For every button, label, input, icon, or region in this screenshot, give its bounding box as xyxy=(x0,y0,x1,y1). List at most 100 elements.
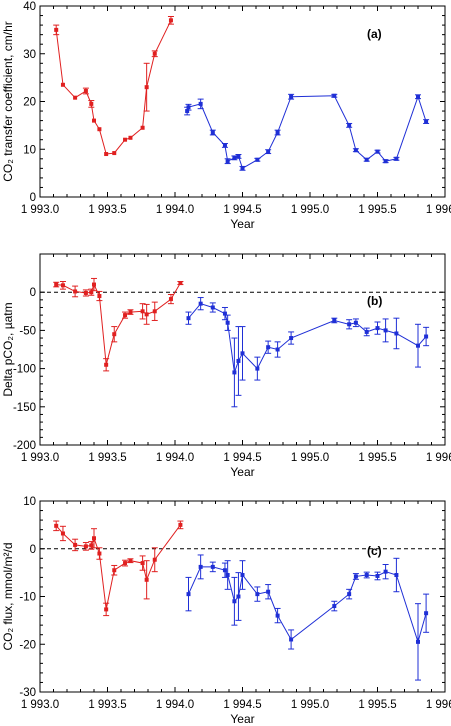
data-point-marker xyxy=(186,592,191,597)
data-point-marker xyxy=(128,135,133,140)
data-point-marker xyxy=(222,568,227,573)
data-point-marker xyxy=(289,637,294,642)
data-point-marker xyxy=(375,149,380,154)
data-point-marker xyxy=(266,589,271,594)
x-tick-label: 1 994.0 xyxy=(156,204,194,216)
data-point-marker xyxy=(89,543,94,548)
data-point-marker xyxy=(112,332,117,337)
data-point-marker xyxy=(73,95,78,100)
series-1 xyxy=(53,277,184,372)
plot-frame xyxy=(39,500,446,693)
series-line xyxy=(55,524,181,610)
data-point-marker xyxy=(89,290,94,295)
data-point-marker xyxy=(144,577,149,582)
data-point-marker xyxy=(394,331,399,336)
data-point-marker xyxy=(73,542,78,547)
data-point-marker xyxy=(168,18,173,23)
y-tick-label: 0 xyxy=(30,544,36,556)
data-point-marker xyxy=(424,334,429,339)
data-point-marker xyxy=(60,531,65,536)
x-tick-label: 1 995.5 xyxy=(358,699,396,711)
x-tick-label: 1 994.0 xyxy=(156,699,194,711)
data-point-marker xyxy=(275,613,280,618)
x-tick-label: 1 994.0 xyxy=(156,452,194,464)
data-point-marker xyxy=(73,289,78,294)
data-point-marker xyxy=(140,561,145,566)
data-point-marker xyxy=(240,351,245,356)
y-tick-label: -150 xyxy=(13,402,36,414)
data-point-marker xyxy=(383,159,388,164)
y-axis-label: CO₂ transfer coefficient, cm/hr xyxy=(1,21,15,182)
data-point-marker xyxy=(168,297,173,302)
data-point-marker xyxy=(364,329,369,334)
data-point-marker xyxy=(424,611,429,616)
data-point-marker xyxy=(266,149,271,154)
data-point-marker xyxy=(347,123,352,128)
data-point-marker xyxy=(92,536,96,541)
panel-label: (a) xyxy=(367,27,382,41)
data-point-marker xyxy=(152,51,157,56)
chart-panel-2: 1 993.0 1 993.5 1 994.0 1 994.5 1 995.0 1 995… xyxy=(1,253,451,479)
data-point-marker xyxy=(383,328,388,333)
y-tick-label: -10 xyxy=(19,592,36,604)
data-point-marker xyxy=(236,358,241,363)
y-tick-label: 0 xyxy=(30,287,36,299)
data-point-marker xyxy=(225,573,230,578)
data-point-marker xyxy=(210,305,215,310)
y-tick-label: -20 xyxy=(19,639,36,651)
y-axis-label: CO₂ flux, mmol/m²/d xyxy=(1,543,15,651)
y-tick-label: 40 xyxy=(23,1,36,13)
data-point-marker xyxy=(144,312,149,317)
data-point-marker xyxy=(347,322,352,327)
data-point-marker xyxy=(104,607,109,612)
y-tick-label: 10 xyxy=(23,144,36,156)
y-tick-label: 20 xyxy=(23,97,36,109)
data-point-marker xyxy=(92,282,96,287)
data-point-marker xyxy=(416,343,420,348)
x-tick-label: 1 993.0 xyxy=(21,699,59,711)
data-point-marker xyxy=(83,544,88,549)
series-2 xyxy=(185,554,430,681)
data-point-marker xyxy=(353,148,358,153)
data-point-marker xyxy=(186,105,191,110)
y-tick-label: -30 xyxy=(19,687,36,699)
data-point-marker xyxy=(185,109,190,114)
data-point-marker xyxy=(152,557,157,562)
data-point-marker xyxy=(140,309,145,314)
x-tick-label: 1 993.5 xyxy=(88,204,126,216)
x-tick-label: 1 995.0 xyxy=(291,452,329,464)
data-point-marker xyxy=(152,309,157,314)
data-point-marker xyxy=(178,522,183,527)
data-point-marker xyxy=(83,88,88,93)
data-point-marker xyxy=(144,85,149,90)
data-point-marker xyxy=(424,119,429,124)
y-tick-label: -200 xyxy=(13,440,36,452)
x-tick-label: 1 994.5 xyxy=(223,699,261,711)
panel-label: (c) xyxy=(367,544,382,558)
series-line xyxy=(55,20,172,155)
data-point-marker xyxy=(186,316,191,321)
data-point-marker xyxy=(255,157,260,162)
data-point-marker xyxy=(92,118,96,123)
data-point-marker xyxy=(97,294,102,299)
data-point-marker xyxy=(198,564,203,569)
y-tick-label: -50 xyxy=(19,325,36,337)
panel-label: (b) xyxy=(367,294,382,308)
data-point-marker xyxy=(128,310,133,315)
x-tick-label: 1 995.5 xyxy=(358,204,396,216)
data-point-marker xyxy=(232,155,237,160)
data-point-marker xyxy=(255,592,260,597)
data-point-marker xyxy=(89,101,94,106)
data-point-marker xyxy=(364,157,369,162)
data-point-marker xyxy=(332,93,337,98)
data-point-marker xyxy=(347,592,352,597)
data-point-marker xyxy=(222,143,227,148)
x-axis-label: Year xyxy=(230,712,254,726)
data-point-marker xyxy=(123,137,128,142)
x-tick-label: 1 993.5 xyxy=(88,452,126,464)
data-point-marker xyxy=(128,558,133,563)
data-point-marker xyxy=(210,130,215,135)
data-point-marker xyxy=(353,574,358,579)
series-2 xyxy=(184,93,430,171)
data-point-marker xyxy=(275,347,280,352)
